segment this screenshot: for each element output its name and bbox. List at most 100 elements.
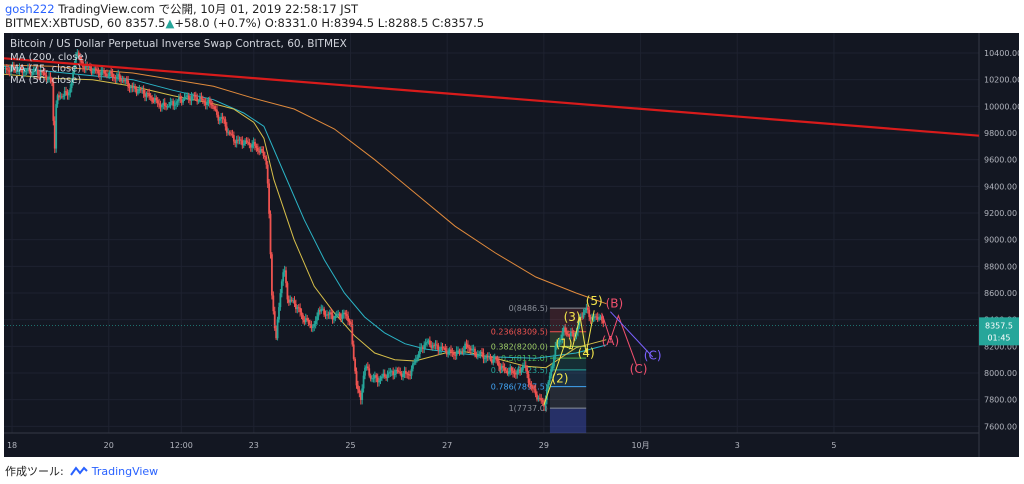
candle-body <box>585 307 588 311</box>
candle-body <box>548 375 551 382</box>
candle-body <box>94 68 97 71</box>
candle-body <box>441 346 444 348</box>
candle-body <box>107 76 110 77</box>
y-tick-label: 9600.00 <box>984 156 1017 165</box>
candle-body <box>517 369 520 372</box>
candle-body <box>46 79 49 81</box>
candle-body <box>213 106 216 110</box>
candle-body <box>465 343 468 345</box>
candle-body <box>503 367 506 371</box>
candle-body <box>483 358 486 360</box>
candle-body <box>402 373 404 377</box>
legend-entry: MA (75, close) <box>10 64 81 75</box>
candle-body <box>316 316 318 321</box>
price-chart[interactable]: 7600.007800.008000.008200.008400.008600.… <box>4 33 1019 457</box>
candle-body <box>249 144 252 148</box>
candle-body <box>404 371 407 374</box>
candle-body <box>163 102 166 106</box>
candle-body <box>97 70 100 74</box>
candle-body <box>51 79 53 82</box>
candle-body <box>522 365 524 371</box>
candle-body <box>482 352 485 359</box>
wave-label: (C) <box>644 349 662 363</box>
candle-body <box>438 349 441 351</box>
candle-body <box>180 99 183 103</box>
candle-body <box>96 70 98 71</box>
candle-body <box>271 254 273 296</box>
candle-body <box>138 89 141 92</box>
candle-body <box>230 133 232 135</box>
candle-body <box>450 349 452 353</box>
candle-body <box>396 369 399 371</box>
candle-body <box>48 76 51 80</box>
candle-body <box>430 345 433 348</box>
y-tick-label: 9200.00 <box>984 209 1017 218</box>
candle-body <box>397 370 400 372</box>
candle-body <box>192 95 194 97</box>
candle-body <box>420 347 423 349</box>
candle-body <box>151 97 153 102</box>
candle-body <box>593 316 596 318</box>
candle-body <box>371 378 373 380</box>
y-tick-label: 7600.00 <box>984 422 1017 431</box>
candle-body <box>63 91 66 97</box>
candle-body <box>516 371 519 375</box>
candle-body <box>599 316 602 318</box>
candle-body <box>173 104 176 106</box>
candle-body <box>569 332 572 337</box>
candle-body <box>589 316 592 320</box>
candle-body <box>42 71 45 73</box>
candle-body <box>32 71 35 73</box>
candle-body <box>409 375 412 376</box>
candle-body <box>507 371 510 374</box>
tradingview-brand-link[interactable]: TradingView <box>91 465 159 478</box>
candle-body <box>200 96 203 99</box>
candle-body <box>431 345 434 348</box>
candle-body <box>454 354 457 356</box>
candle-body <box>538 397 541 399</box>
candle-body <box>108 71 111 77</box>
candle-body <box>489 356 492 360</box>
candle-body <box>488 356 490 358</box>
y-tick-label: 8200.00 <box>984 342 1017 351</box>
candle-body <box>255 145 258 148</box>
candle-body <box>190 96 193 101</box>
candle-body <box>412 363 414 369</box>
fib-extension-zone <box>549 408 587 433</box>
candle-body <box>478 354 481 356</box>
candle-body <box>491 359 493 363</box>
candle-body <box>443 347 445 349</box>
wave-label: (4) <box>578 346 595 360</box>
candle-body <box>400 373 403 377</box>
candle-body <box>303 319 306 323</box>
candle-body <box>407 374 410 376</box>
x-tick-label: 20 <box>104 441 114 450</box>
candle-body <box>289 299 292 303</box>
candle-body <box>218 118 221 121</box>
candle-body <box>392 371 395 376</box>
candle-body <box>331 314 334 320</box>
candle-body <box>476 354 479 357</box>
candle-body <box>540 398 543 401</box>
candle-body <box>100 71 103 76</box>
candle-body <box>87 66 90 67</box>
last-price-box <box>979 317 1019 346</box>
made-with-label: 作成ツール: <box>5 465 64 478</box>
x-tick-label: 5 <box>831 441 836 450</box>
candle-body <box>203 100 206 103</box>
candle-body <box>27 67 29 71</box>
author-link[interactable]: gosh222 <box>5 2 55 16</box>
candle-body <box>469 348 472 351</box>
x-tick-label: 12:00 <box>170 441 193 450</box>
candle-body <box>342 312 345 315</box>
candle-body <box>208 99 211 104</box>
candle-body <box>459 352 462 354</box>
candle-body <box>498 361 500 367</box>
candle-body <box>89 66 91 69</box>
candle-body <box>122 80 125 82</box>
candle-body <box>177 97 180 102</box>
candle-body <box>364 367 366 376</box>
candle-body <box>547 381 550 389</box>
chart-panel[interactable]: 7600.007800.008000.008200.008400.008600.… <box>4 33 1019 457</box>
wave-corrective-alt-path <box>610 311 654 358</box>
